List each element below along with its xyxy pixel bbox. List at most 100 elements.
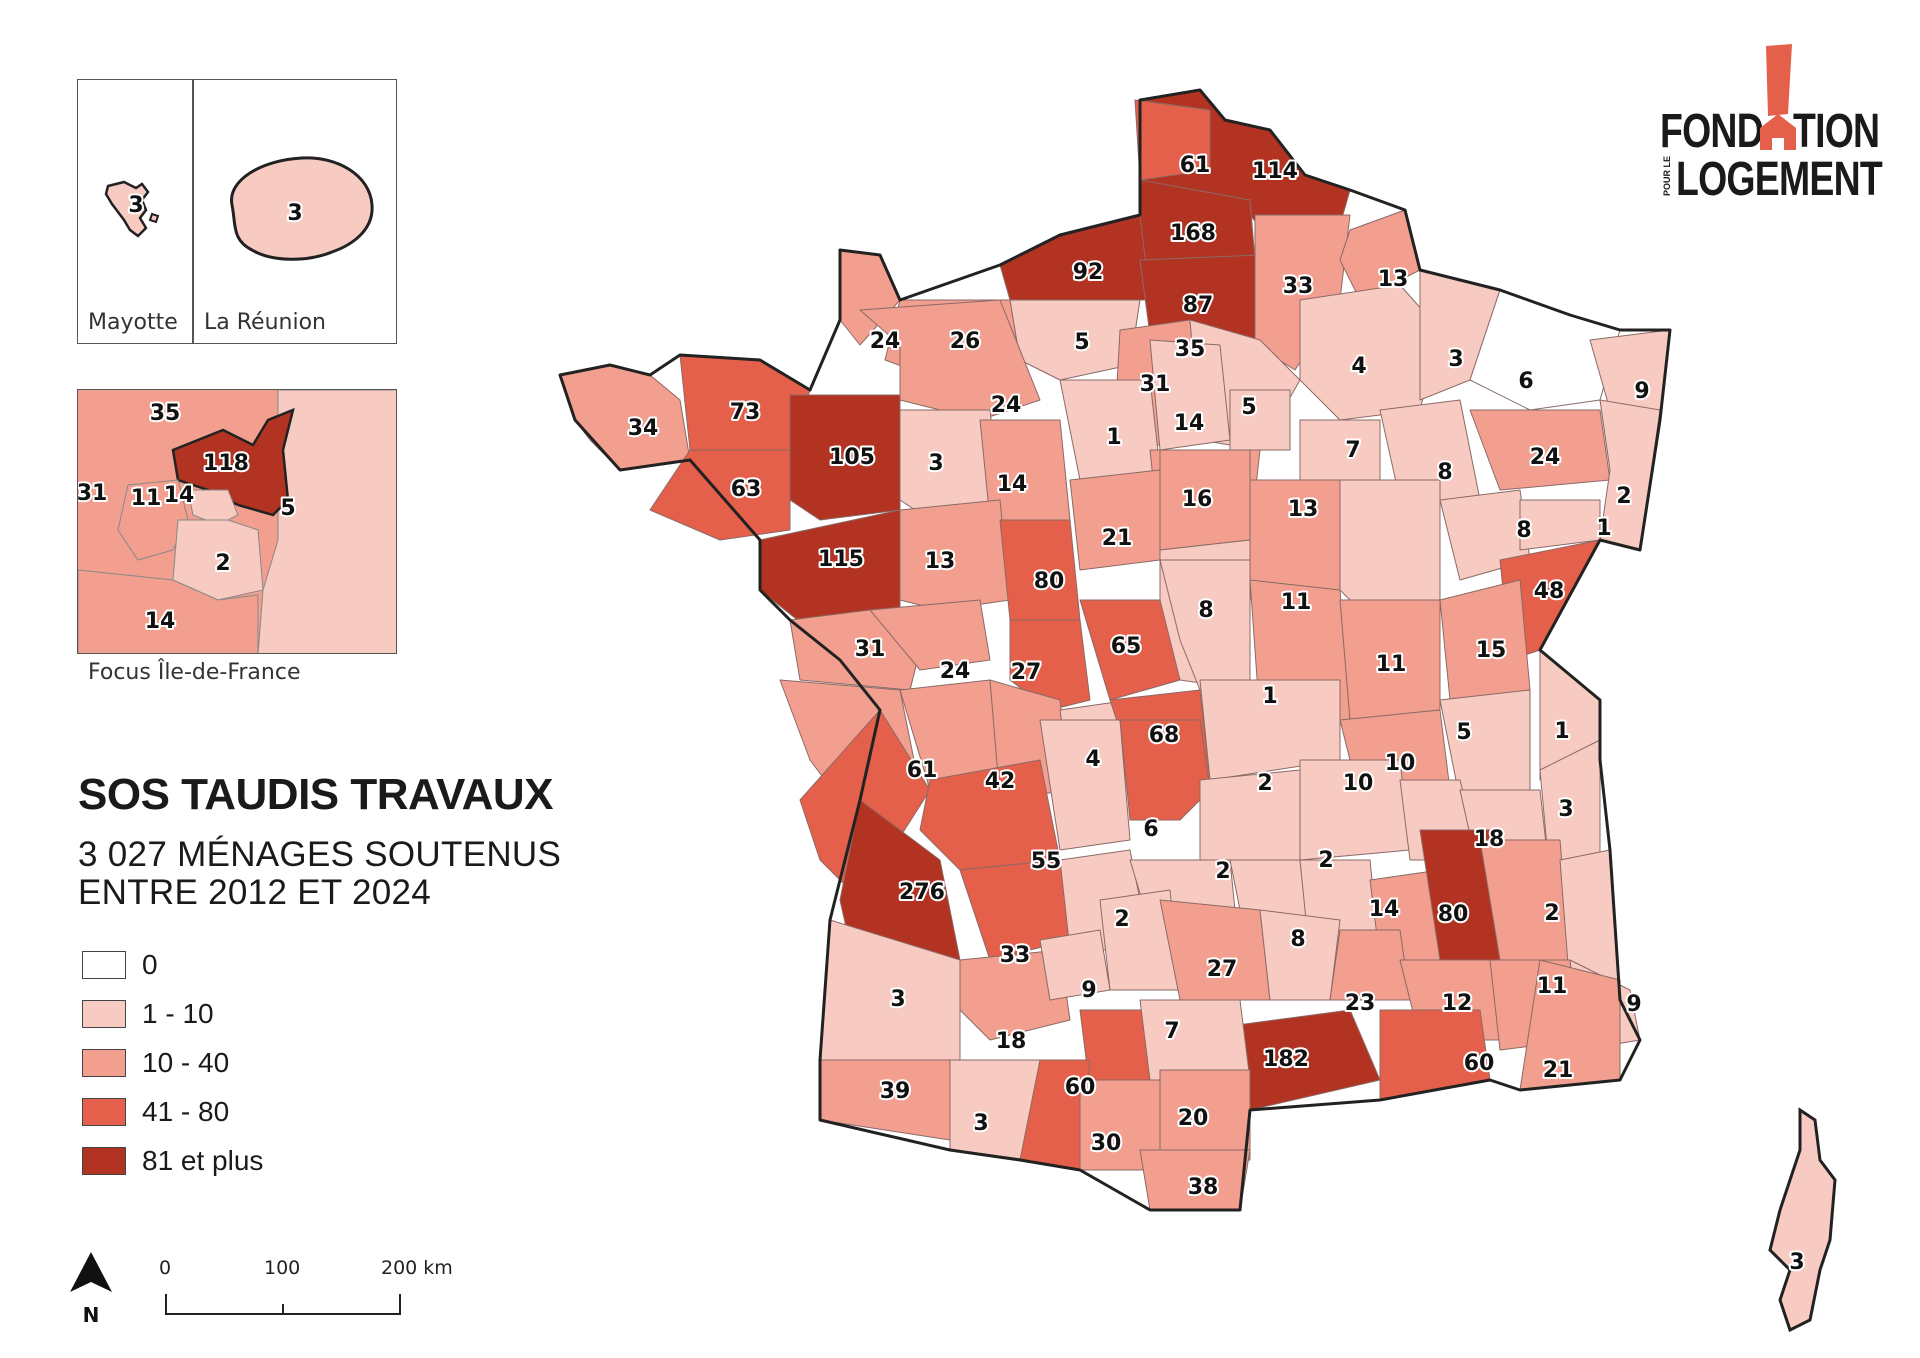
- dept-shape: [1299, 284, 1441, 421]
- department-value: 1: [1262, 684, 1277, 709]
- mayotte-value: 3: [128, 193, 143, 218]
- department-value: 182: [1263, 1047, 1309, 1072]
- department-value: 3: [1789, 1250, 1804, 1275]
- idf-value-92: 11: [131, 486, 162, 511]
- department-value: 61: [907, 758, 938, 783]
- dept-shape: [789, 394, 901, 521]
- department-value: 3: [973, 1111, 988, 1136]
- dept-shape: [999, 214, 1151, 301]
- department-value: 1: [1106, 425, 1121, 450]
- dept-shape: [1079, 599, 1181, 701]
- department-value: 5: [1074, 330, 1089, 355]
- department-value: 42: [985, 769, 1016, 794]
- department-value: 33: [1283, 274, 1314, 299]
- legend-swatch: [82, 950, 126, 979]
- dept-shape: [1339, 209, 1421, 301]
- scale-tick-100: 100: [264, 1257, 301, 1279]
- department-value: 21: [1102, 526, 1133, 551]
- department-value: 73: [730, 400, 761, 425]
- dept-shape: [1339, 479, 1441, 611]
- department-value: 55: [1031, 849, 1062, 874]
- dept-shape: [1069, 469, 1161, 571]
- legend-item: 41 - 80: [82, 1087, 263, 1136]
- department-value: 39: [880, 1079, 911, 1104]
- dept-shape: [1039, 719, 1131, 851]
- idf-value-78: 31: [78, 481, 107, 506]
- dept-shape: [1134, 99, 1211, 181]
- idf-value-77: 5: [280, 496, 295, 521]
- department-value: 2: [1215, 859, 1230, 884]
- department-value: 27: [1011, 660, 1042, 685]
- idf-value-93: 118: [203, 451, 249, 476]
- department-value: 80: [1438, 902, 1469, 927]
- idf-label: Focus Île-de-France: [88, 660, 301, 685]
- map-subtitle: 3 027 MÉNAGES SOUTENUS ENTRE 2012 ET 202…: [78, 836, 561, 912]
- legend-swatch: [82, 999, 126, 1028]
- department-value: 7: [1164, 1019, 1179, 1044]
- department-value: 2: [1544, 901, 1559, 926]
- department-value: 48: [1534, 579, 1565, 604]
- idf-value-75: 14: [164, 483, 195, 508]
- department-value: 33: [1000, 943, 1031, 968]
- department-value: 8: [1437, 460, 1452, 485]
- department-value: 16: [1182, 487, 1213, 512]
- france-outline: [558, 88, 1672, 1212]
- department-value: 2: [1616, 484, 1631, 509]
- department-value: 276: [899, 880, 945, 905]
- department-value: 6: [1518, 369, 1533, 394]
- north-label: N: [83, 1303, 100, 1327]
- department-shapes: [559, 89, 1836, 1331]
- department-value: 20: [1178, 1106, 1209, 1131]
- department-value: 3: [928, 451, 943, 476]
- department-value: 11: [1376, 652, 1407, 677]
- dept-shape: [1159, 899, 1271, 1001]
- dept-shape: [1229, 389, 1291, 451]
- department-value: 18: [1474, 827, 1505, 852]
- department-value: 9: [1634, 379, 1649, 404]
- department-value: 60: [1464, 1051, 1495, 1076]
- scale-bar: [165, 1294, 401, 1315]
- department-value: 5: [1456, 720, 1471, 745]
- dept-shape: [869, 599, 991, 671]
- department-value: 24: [1530, 445, 1561, 470]
- legend-label: 41 - 80: [142, 1095, 230, 1127]
- department-value: 61: [1180, 153, 1211, 178]
- dept-shape: [1329, 929, 1411, 1001]
- department-value: 3: [1558, 797, 1573, 822]
- department-value: 87: [1183, 293, 1214, 318]
- department-value: 2: [1114, 907, 1129, 932]
- department-value: 31: [1140, 372, 1171, 397]
- scale-tick-200: 200 km: [381, 1257, 453, 1279]
- idf-value-94: 2: [215, 551, 230, 576]
- department-value: 3: [1448, 347, 1463, 372]
- department-value: 13: [925, 549, 956, 574]
- legend-label: 81 et plus: [142, 1144, 264, 1176]
- dept-shape: [1009, 619, 1091, 711]
- department-value: 14: [1174, 411, 1205, 436]
- department-value: 168: [1170, 221, 1216, 246]
- department-value: 65: [1111, 634, 1142, 659]
- legend: 0 1 - 10 10 - 40 41 - 80 81 et plus: [82, 940, 263, 1185]
- house-icon: [1760, 114, 1796, 150]
- department-value: 13: [1378, 267, 1409, 292]
- department-value: 26: [950, 329, 981, 354]
- mayotte-map: 3: [104, 180, 160, 238]
- north-arrow-icon: N: [70, 1252, 112, 1327]
- department-value: 1: [1554, 719, 1569, 744]
- dept-shape: [1159, 1069, 1251, 1171]
- department-value: 60: [1065, 1075, 1096, 1100]
- legend-swatch: [82, 1146, 126, 1175]
- department-value: 4: [1085, 747, 1100, 772]
- dept-shape: [1139, 999, 1251, 1081]
- legend-label: 10 - 40: [142, 1046, 230, 1078]
- department-value: 8: [1198, 598, 1213, 623]
- department-value: 11: [1537, 974, 1568, 999]
- dept-shape: [1119, 719, 1211, 821]
- mayotte-label: Mayotte: [88, 310, 178, 335]
- department-value: 6: [1143, 817, 1158, 842]
- department-value: 35: [1175, 337, 1206, 362]
- dept-shape: [1199, 769, 1311, 861]
- department-value: 27: [1207, 957, 1238, 982]
- department-value: 9: [1626, 992, 1641, 1017]
